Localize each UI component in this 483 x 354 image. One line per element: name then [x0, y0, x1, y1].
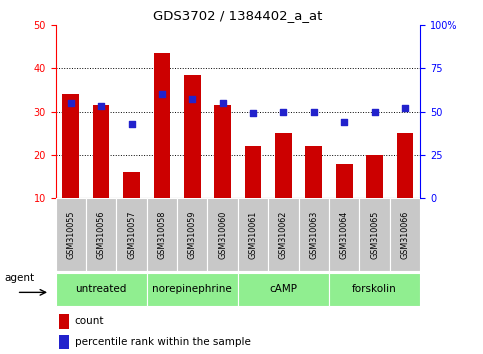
Point [249, 110, 257, 116]
Bar [93, 105, 110, 198]
Bar [59, 314, 70, 329]
Point [188, 97, 196, 102]
Point [158, 91, 166, 97]
Bar [359, 198, 390, 271]
Text: percentile rank within the sample: percentile rank within the sample [75, 337, 251, 347]
Point [341, 119, 348, 125]
Text: untreated: untreated [75, 284, 127, 294]
Bar [245, 146, 261, 198]
Bar [56, 198, 86, 271]
Text: GSM310060: GSM310060 [218, 210, 227, 259]
Text: GSM310062: GSM310062 [279, 210, 288, 259]
Point [67, 100, 74, 105]
Text: GSM310064: GSM310064 [340, 210, 349, 259]
Text: GSM310065: GSM310065 [370, 210, 379, 259]
Text: GSM310059: GSM310059 [188, 210, 197, 259]
Bar [147, 273, 238, 306]
Text: GSM310066: GSM310066 [400, 210, 410, 259]
Text: count: count [75, 316, 104, 326]
Point [280, 109, 287, 114]
Point [219, 100, 227, 105]
Bar [62, 94, 79, 198]
Bar [298, 198, 329, 271]
Point [97, 103, 105, 109]
Title: GDS3702 / 1384402_a_at: GDS3702 / 1384402_a_at [153, 9, 323, 22]
Bar [123, 172, 140, 198]
Bar [154, 53, 170, 198]
Bar [116, 198, 147, 271]
Bar [177, 198, 208, 271]
Bar [329, 273, 420, 306]
Bar [208, 198, 238, 271]
Text: norepinephrine: norepinephrine [153, 284, 232, 294]
Text: GSM310057: GSM310057 [127, 210, 136, 259]
Point [310, 109, 318, 114]
Text: GSM310058: GSM310058 [157, 210, 167, 259]
Text: agent: agent [4, 273, 35, 283]
Bar [147, 198, 177, 271]
Bar [268, 198, 298, 271]
Bar [238, 198, 268, 271]
Bar [214, 105, 231, 198]
Bar [56, 273, 147, 306]
Text: GSM310055: GSM310055 [66, 210, 75, 259]
Point [401, 105, 409, 111]
Text: GSM310056: GSM310056 [97, 210, 106, 259]
Bar [275, 133, 292, 198]
Text: forskolin: forskolin [352, 284, 397, 294]
Bar [86, 198, 116, 271]
Bar [397, 133, 413, 198]
Bar [329, 198, 359, 271]
Bar [184, 75, 200, 198]
Text: GSM310061: GSM310061 [249, 210, 257, 259]
Point [128, 121, 135, 126]
Point [371, 109, 379, 114]
Bar [336, 164, 353, 198]
Bar [305, 146, 322, 198]
Bar [366, 155, 383, 198]
Bar [238, 273, 329, 306]
Text: cAMP: cAMP [270, 284, 298, 294]
Bar [59, 335, 70, 349]
Text: GSM310063: GSM310063 [309, 210, 318, 259]
Bar [390, 198, 420, 271]
